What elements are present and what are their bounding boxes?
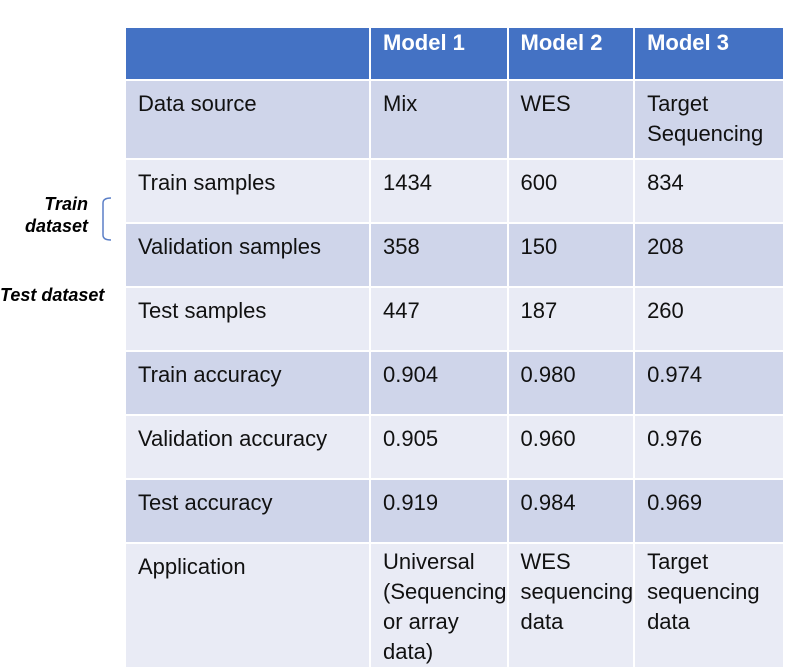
table-row: Data source Mix WES Target Sequencing xyxy=(124,79,786,160)
table-cell: Mix xyxy=(369,79,509,160)
train-dataset-text: Train dataset xyxy=(24,194,88,236)
row-label: Data source xyxy=(124,79,371,160)
table-cell: 187 xyxy=(506,286,636,352)
table-cell: 0.960 xyxy=(506,414,636,480)
table-row: Validation samples 358 150 208 xyxy=(124,222,786,288)
table-row: Validation accuracy 0.905 0.960 0.976 xyxy=(124,414,786,480)
table-cell: 260 xyxy=(633,286,786,352)
header-cell-model-3: Model 3 xyxy=(633,26,786,81)
header-row: Model 1 Model 2 Model 3 xyxy=(124,26,786,81)
header-cell-model-2: Model 2 xyxy=(506,26,636,81)
table-cell: 0.904 xyxy=(369,350,509,416)
header-cell-empty xyxy=(124,26,371,81)
table-row: Test accuracy 0.919 0.984 0.969 xyxy=(124,478,786,544)
row-label: Validation accuracy xyxy=(124,414,371,480)
table-cell: 0.984 xyxy=(506,478,636,544)
table-row: Test samples 447 187 260 xyxy=(124,286,786,352)
row-label: Application xyxy=(124,542,371,669)
table-cell: 0.974 xyxy=(633,350,786,416)
table-cell: Target Sequencing xyxy=(633,79,786,160)
table-row: Application Universal (Sequencing or arr… xyxy=(124,542,786,669)
table-cell: 208 xyxy=(633,222,786,288)
table-cell: 834 xyxy=(633,158,786,224)
table-cell: 447 xyxy=(369,286,509,352)
table-cell: Universal (Sequencing or array data) xyxy=(369,542,509,669)
table-cell: 0.976 xyxy=(633,414,786,480)
table-cell: 0.969 xyxy=(633,478,786,544)
train-dataset-bracket xyxy=(102,197,112,241)
table-cell: 600 xyxy=(506,158,636,224)
table-row: Train accuracy 0.904 0.980 0.974 xyxy=(124,350,786,416)
table-cell: WES xyxy=(506,79,636,160)
row-label: Validation samples xyxy=(124,222,371,288)
table-cell: 0.905 xyxy=(369,414,509,480)
test-dataset-text: Test dataset xyxy=(0,285,105,305)
row-label: Train samples xyxy=(124,158,371,224)
header-cell-model-1: Model 1 xyxy=(369,26,509,81)
row-label: Test samples xyxy=(124,286,371,352)
table-cell: 150 xyxy=(506,222,636,288)
row-label: Test accuracy xyxy=(124,478,371,544)
table-cell: Target sequencing data xyxy=(633,542,786,669)
table-cell: 358 xyxy=(369,222,509,288)
table-cell: 0.980 xyxy=(506,350,636,416)
table-cell: 0.919 xyxy=(369,478,509,544)
table-cell: WES sequencing data xyxy=(506,542,636,669)
table-cell: 1434 xyxy=(369,158,509,224)
test-dataset-label: Test dataset xyxy=(0,284,125,306)
table-row: Train samples 1434 600 834 xyxy=(124,158,786,224)
model-comparison-table: Model 1 Model 2 Model 3 Data source Mix … xyxy=(124,26,786,669)
row-label: Train accuracy xyxy=(124,350,371,416)
train-dataset-label: Train dataset xyxy=(0,193,88,237)
